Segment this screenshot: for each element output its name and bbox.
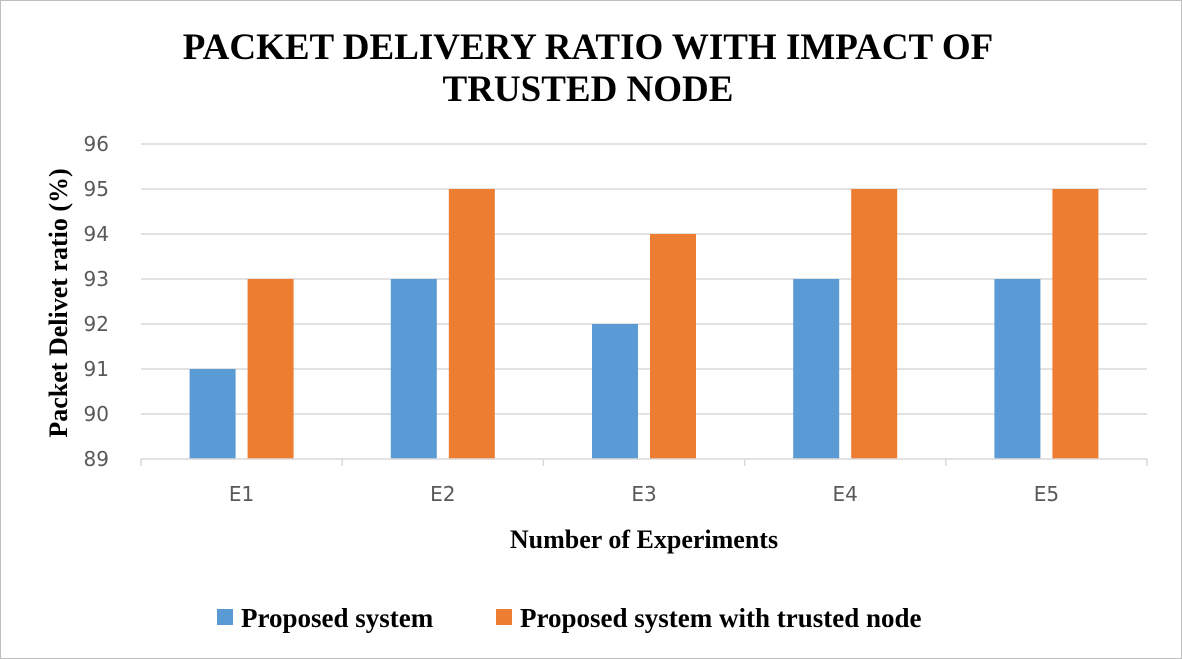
bar-proposed-system-e2 [390,279,437,459]
bar-proposed-system-with-trusted-node-e2 [448,189,495,459]
x-tick-label-e2: E2 [430,482,455,506]
y-tick-label-92: 92 [84,312,109,336]
bar-proposed-system-with-trusted-node-e1 [247,279,294,459]
bar-proposed-system-e1 [189,369,236,459]
y-tick-label-91: 91 [84,357,109,381]
y-axis-ticks: 89 90 91 92 93 94 95 96 [84,132,109,471]
y-axis-title: Packet Delivet ratio (%) [44,168,73,437]
chart-title-line-1: PACKET DELIVERY RATIO WITH IMPACT OF [183,27,993,68]
bar-proposed-system-with-trusted-node-e4 [851,189,898,459]
bar-proposed-system-with-trusted-node-e5 [1052,189,1099,459]
legend-label-proposed-system-with-trusted-node: Proposed system with trusted node [520,603,922,633]
gridlines [141,143,1147,415]
legend-swatch-proposed-system-with-trusted-node [496,609,512,625]
y-tick-label-90: 90 [84,402,109,426]
x-tick-label-e5: E5 [1034,482,1059,506]
x-axis-title: Number of Experiments [510,525,778,554]
y-tick-label-95: 95 [84,177,109,201]
bar-proposed-system-e4 [793,279,840,459]
x-axis-ticks: E1 E2 E3 E4 E5 [229,482,1059,506]
x-tick-label-e3: E3 [631,482,656,506]
bar-proposed-system-e3 [592,324,638,459]
x-tick-label-e4: E4 [833,482,858,506]
y-tick-label-93: 93 [84,267,109,291]
bars [189,189,1099,459]
x-tick-label-e1: E1 [229,482,254,506]
legend-swatch-proposed-system [217,609,233,625]
bar-proposed-system-e5 [994,279,1041,459]
y-tick-label-89: 89 [84,447,109,471]
chart-title-line-2: TRUSTED NODE [443,69,734,110]
y-tick-label-96: 96 [84,132,109,156]
x-axis [140,458,1148,466]
legend: Proposed system Proposed system with tru… [217,603,922,633]
y-tick-label-94: 94 [84,222,109,246]
legend-label-proposed-system: Proposed system [241,603,434,633]
bar-proposed-system-with-trusted-node-e3 [650,234,696,459]
